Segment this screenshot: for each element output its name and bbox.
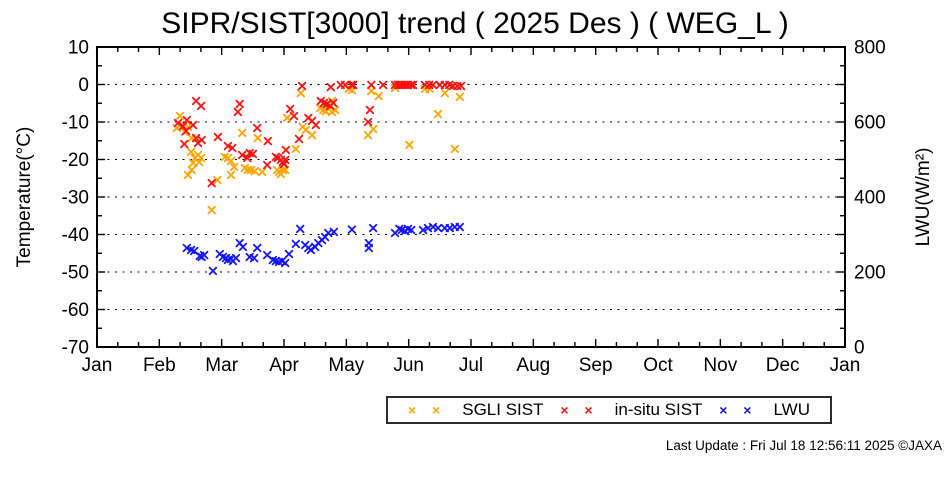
legend-entry-sgli-sist: × × SGLI SIST	[408, 400, 544, 420]
x-tick-labels: Jan Feb Mar Apr May Jun Jul Aug Sep Oct Nov Dec Jan	[82, 355, 861, 376]
svg-text:Apr: Apr	[269, 355, 299, 376]
svg-text:600: 600	[854, 113, 886, 134]
svg-text:Jun: Jun	[393, 355, 424, 376]
svg-text:400: 400	[854, 188, 886, 209]
svg-text:Jul: Jul	[459, 355, 483, 376]
chart-legend: × × SGLI SIST × × in-situ SIST × × LWU	[386, 396, 832, 424]
svg-text:Oct: Oct	[643, 355, 673, 376]
svg-text:May: May	[328, 355, 364, 376]
sgli-sist-marker-icon: × ×	[408, 402, 447, 418]
series-lwu	[182, 222, 464, 276]
svg-text:-50: -50	[62, 263, 89, 284]
svg-text:Jan: Jan	[830, 355, 861, 376]
svg-text:Feb: Feb	[143, 355, 176, 376]
svg-text:-70: -70	[62, 338, 89, 359]
plot-border	[96, 46, 846, 348]
axis-ticks	[96, 46, 846, 348]
svg-text:0: 0	[854, 338, 865, 359]
y-left-tick-labels: 10 0 -10 -20 -30 -40 -50 -60 -70	[62, 38, 89, 359]
chart-title: SIPR/SIST[3000] trend ( 2025 Des ) ( WEG…	[161, 7, 789, 40]
gridlines	[100, 84, 842, 310]
chart-plot-area: Jan Feb Mar Apr May Jun Jul Aug Sep Oct Nov Dec Jan1…	[62, 38, 886, 377]
svg-text:-60: -60	[62, 300, 89, 321]
svg-text:800: 800	[854, 38, 886, 59]
svg-text:Aug: Aug	[516, 355, 550, 376]
svg-text:200: 200	[854, 263, 886, 284]
svg-text:Sep: Sep	[579, 355, 613, 376]
legend-label-insitu-sist: in-situ SIST	[614, 400, 703, 419]
svg-text:-20: -20	[62, 150, 89, 171]
y-right-tick-labels: 800 600 400 200 0	[854, 38, 886, 359]
last-update-text: Last Update : Fri Jul 18 12:56:11 2025 ©…	[665, 438, 942, 453]
legend-entry-lwu: × × LWU	[719, 400, 810, 420]
svg-text:Mar: Mar	[205, 355, 238, 376]
svg-text:Jan: Jan	[82, 355, 113, 376]
svg-text:-40: -40	[62, 225, 89, 246]
svg-text:Nov: Nov	[703, 355, 737, 376]
insitu-sist-marker-icon: × ×	[560, 402, 599, 418]
legend-label-lwu: LWU	[773, 400, 810, 419]
series-in-situ-sist	[173, 80, 466, 188]
svg-text:-10: -10	[62, 113, 89, 134]
svg-text:0: 0	[78, 75, 89, 96]
svg-text:10: 10	[68, 38, 89, 59]
svg-text:Dec: Dec	[766, 355, 800, 376]
svg-text:-30: -30	[62, 188, 89, 209]
lwu-marker-icon: × ×	[719, 402, 758, 418]
legend-label-sgli-sist: SGLI SIST	[462, 400, 544, 419]
legend-entry-insitu-sist: × × in-situ SIST	[560, 400, 702, 420]
